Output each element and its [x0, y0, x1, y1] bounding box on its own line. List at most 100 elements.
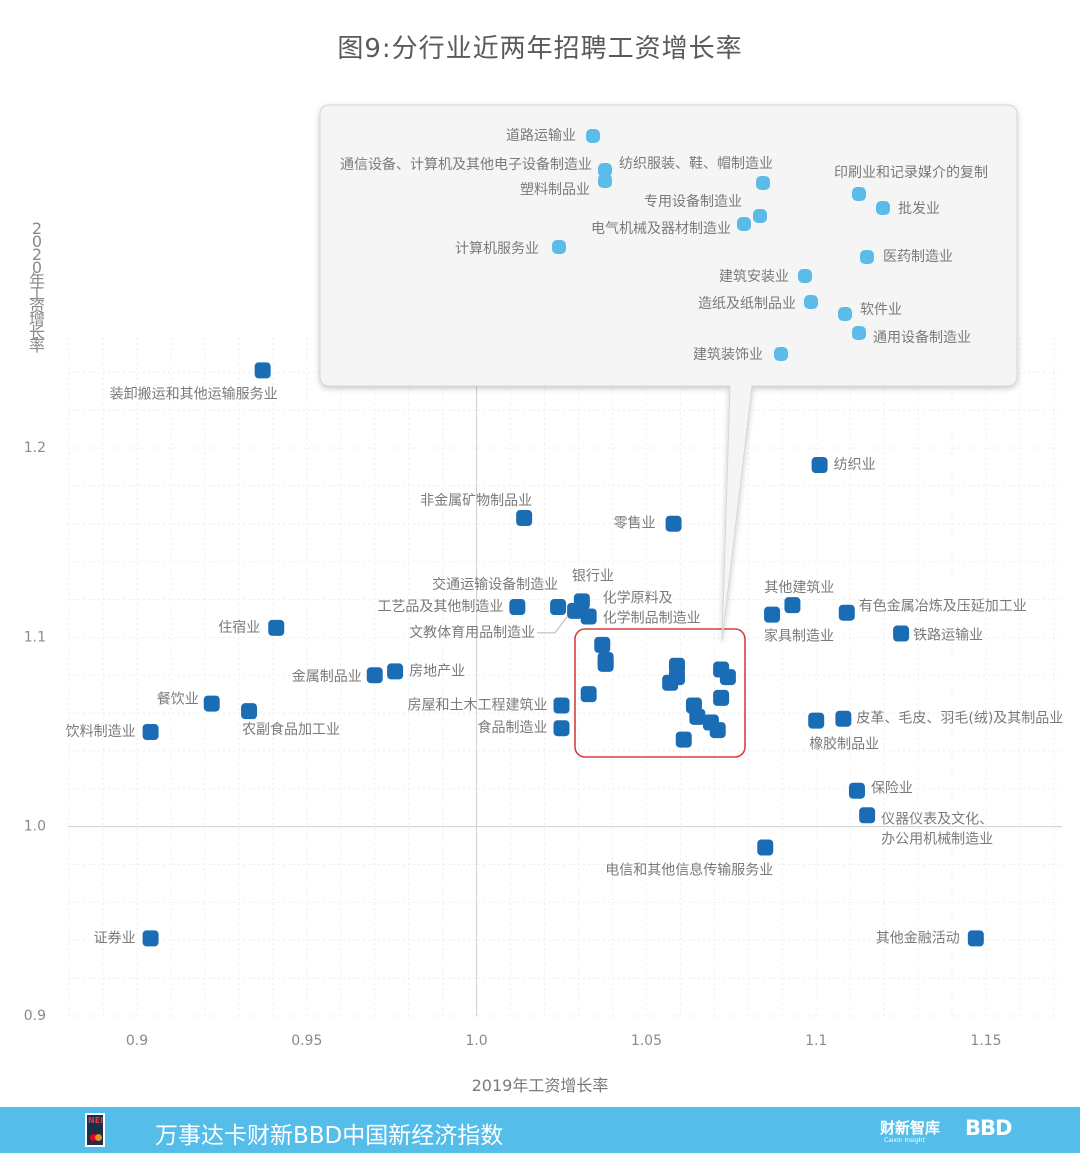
nei-logo: NEI — [85, 1113, 105, 1147]
point-label: 金属制品业 — [292, 669, 362, 685]
scatter-point — [967, 930, 984, 947]
zoom-point-label: 软件业 — [860, 302, 902, 318]
zoom-point-label: 批发业 — [898, 201, 940, 217]
zoom-point — [756, 176, 770, 190]
scatter-point — [142, 930, 159, 947]
scatter-point — [808, 712, 825, 729]
scatter-point — [848, 782, 865, 799]
point-label: 其他建筑业 — [764, 580, 834, 596]
cluster-point — [709, 722, 726, 739]
zoom-point — [598, 163, 612, 177]
y-tick-label: 1.2 — [24, 440, 46, 456]
point-label: 化学原料及 — [603, 591, 673, 607]
scatter-chart: 0.9 0.95 1.0 1.05 1.1 1.15 0.9 1.0 1.1 1.2 装卸搬运和其… — [24, 104, 1063, 1049]
zoom-point — [876, 201, 890, 215]
scatter-point — [757, 839, 774, 856]
zoom-point — [860, 250, 874, 264]
scatter-point — [142, 724, 159, 740]
chart-title: 图9:分行业近两年招聘工资增长率 — [337, 34, 743, 64]
zoom-point-label: 电气机械及器材制造业 — [591, 221, 731, 237]
point-label: 电信和其他信息传输服务业 — [605, 861, 773, 878]
scatter-point — [838, 604, 855, 621]
zoom-point-label: 造纸及纸制品业 — [698, 296, 796, 312]
point-label: 有色金属冶炼及压延加工业 — [859, 598, 1027, 615]
point-label: 橡胶制品业 — [809, 736, 879, 753]
zoom-point — [737, 217, 751, 231]
zoom-point-label: 建筑装饰业 — [693, 347, 763, 363]
x-tick-label: 0.95 — [291, 1033, 322, 1049]
zoom-callout — [319, 104, 1018, 642]
zoom-point-label: 医药制造业 — [883, 249, 953, 265]
scatter-point — [203, 695, 220, 712]
zoom-point — [804, 295, 818, 309]
point-label: 银行业 — [572, 568, 614, 584]
point-label: 办公用机械制造业 — [881, 831, 993, 847]
zoom-point-label: 专用设备制造业 — [644, 193, 742, 210]
x-tick-label: 0.9 — [126, 1033, 148, 1049]
point-label: 皮革、毛皮、羽毛(绒)及其制品业 — [856, 711, 1063, 727]
x-tick-label: 1.05 — [631, 1033, 662, 1049]
caixin-insight-sublogo: Caixin Insight — [884, 1137, 925, 1144]
x-tick-label: 1.1 — [805, 1033, 827, 1049]
zoom-point — [598, 174, 612, 188]
cluster-point — [662, 674, 679, 691]
point-label: 房屋和土木工程建筑业 — [408, 697, 548, 713]
caixin-insight-logo: 财新智库 — [880, 1119, 941, 1137]
y-tick-label: 1.1 — [24, 629, 46, 645]
footer-title: 万事达卡财新BBD中国新经济指数 — [155, 1123, 504, 1149]
point-label: 证券业 — [94, 930, 136, 946]
cluster-point — [594, 636, 611, 653]
scatter-point — [859, 807, 876, 824]
point-label: 饮料制造业 — [66, 724, 136, 740]
point-label: 农副食品加工业 — [242, 721, 340, 738]
scatter-point — [387, 663, 404, 680]
scatter-point — [268, 619, 285, 636]
scatter-point — [366, 667, 383, 684]
scatter-point — [553, 720, 570, 737]
zoom-point — [852, 326, 866, 340]
zoom-point-label: 道路运输业 — [506, 128, 576, 144]
scatter-point — [764, 606, 781, 623]
label-leader-line — [537, 616, 568, 634]
zoom-point-label: 纺织服装、鞋、帽制造业 — [619, 156, 773, 172]
scatter-point — [580, 608, 597, 625]
scatter-point — [835, 710, 852, 727]
scatter-point — [665, 515, 682, 532]
point-label: 交通运输设备制造业 — [432, 576, 558, 593]
scatter-point — [254, 362, 271, 379]
point-label: 保险业 — [871, 781, 913, 797]
x-axis-label: 2019年工资增长率 — [471, 1076, 609, 1095]
scatter-point — [567, 602, 584, 619]
zoom-point-label: 通用设备制造业 — [873, 329, 971, 346]
scatter-point — [784, 597, 801, 614]
zoom-point-label: 塑料制品业 — [520, 182, 590, 198]
point-label: 铁路运输业 — [913, 628, 983, 644]
zoom-point — [552, 240, 566, 254]
scatter-point — [550, 599, 567, 616]
zoom-point-label: 印刷业和记录媒介的复制 — [834, 164, 988, 181]
point-label: 仪器仪表及文化、 — [881, 811, 993, 827]
zoom-point — [852, 187, 866, 201]
y-tick-label: 1.0 — [24, 819, 46, 835]
highlight-box — [574, 628, 746, 758]
zoom-point — [753, 209, 767, 223]
cluster-point — [580, 686, 597, 703]
point-label: 工艺品及其他制造业 — [377, 599, 503, 615]
zoom-point — [774, 347, 788, 361]
cluster-point — [675, 731, 692, 748]
point-label: 其他金融活动 — [876, 930, 960, 946]
zoom-point-label: 通信设备、计算机及其他电子设备制造业 — [340, 156, 592, 173]
scatter-point — [811, 457, 828, 474]
point-label: 食品制造业 — [478, 719, 548, 736]
scatter-point — [509, 599, 526, 616]
point-label: 房地产业 — [409, 663, 465, 679]
scatter-point — [893, 625, 910, 642]
cluster-point — [713, 689, 730, 706]
x-tick-label: 1.0 — [465, 1033, 487, 1049]
y-tick-label: 0.9 — [24, 1008, 46, 1024]
point-label: 餐饮业 — [157, 692, 199, 708]
scatter-point — [553, 697, 570, 714]
zoom-point — [798, 269, 812, 283]
point-label: 家具制造业 — [764, 628, 834, 645]
bbd-logo: BBD — [965, 1116, 1012, 1140]
